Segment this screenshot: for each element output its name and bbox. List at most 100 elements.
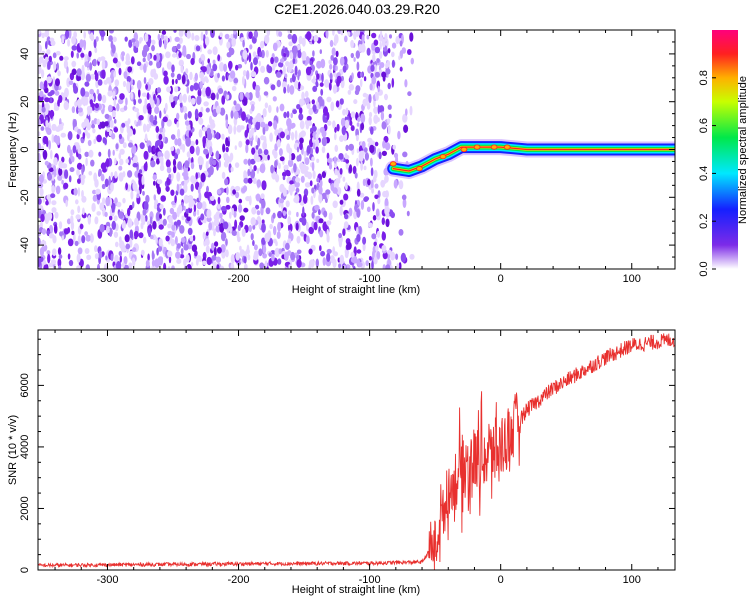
heatmap-cell [252,240,255,246]
heatmap-cell [100,162,107,170]
heatmap-cell [212,59,216,65]
heatmap-cell [296,211,299,218]
heatmap-cell [268,252,273,257]
heatmap-cell [389,34,392,39]
heatmap-cell [360,122,365,131]
heatmap-cell [165,51,171,59]
heatmap-cell [111,44,116,54]
heatmap-cell [260,193,265,200]
heatmap-cell [332,246,336,256]
heatmap-cell [384,93,388,101]
heatmap-cell [198,117,204,125]
heatmap-cell [253,152,258,162]
heatmap-cell [76,52,79,59]
heatmap-cell [159,203,164,210]
heatmap-cell [205,30,208,36]
heatmap-cell [168,256,172,264]
top-y-tick-label: -40 [19,237,31,253]
heatmap-cell [305,97,310,104]
heatmap-cell [67,144,71,154]
heatmap-cell [407,49,412,55]
heatmap-cell [92,128,96,134]
heatmap-cell [138,232,144,239]
bottom-y-tick-label: 4000 [19,435,31,459]
heatmap-cell [70,50,74,58]
heatmap-cell [58,265,62,269]
heatmap-cell [259,51,263,58]
heatmap-cell [278,61,284,68]
heatmap-cell [215,131,220,140]
heatmap-cell [153,54,157,61]
heatmap-cell [264,260,268,268]
heatmap-cell [238,140,243,148]
heatmap-cell [253,165,257,172]
heatmap-cell [168,173,172,180]
heatmap-cell [328,178,332,184]
heatmap-cell [326,152,330,160]
heatmap-cell [339,168,343,175]
heatmap-cell [170,189,175,196]
heatmap-cell [168,215,173,224]
heatmap-cell [375,245,379,252]
heatmap-cell [312,104,317,113]
heatmap-cell [85,264,90,269]
heatmap-cell [118,251,123,256]
colorbar-tick-label: 0.0 [698,261,710,276]
heatmap-cell [171,46,177,53]
heatmap-cell [56,135,61,146]
heatmap-cell [349,120,353,126]
top-x-axis-label: Height of straight line (km) [292,284,420,296]
heatmap-cell [325,189,331,195]
heatmap-cell [144,98,148,107]
heatmap-cell [239,91,244,101]
heatmap-cell [201,87,207,97]
heatmap-cell [350,125,355,132]
heatmap-cell [320,88,324,96]
heatmap-cell [185,254,190,263]
heatmap-cell [323,210,328,218]
heatmap-cell [218,88,224,94]
heatmap-cell [186,124,191,131]
signal-peak [439,154,447,160]
heatmap-cell [127,156,131,166]
heatmap-cell [264,102,269,109]
heatmap-cell [359,192,365,198]
heatmap-cell [72,233,76,243]
heatmap-cell [66,218,71,225]
colorbar-ticks: 0.0 0.2 0.4 0.6 0.8 [698,70,716,277]
heatmap-cell [318,193,323,203]
heatmap-cell [242,185,248,193]
heatmap-cell [98,151,102,157]
heatmap-cell [196,255,202,262]
heatmap-cell [80,138,85,144]
heatmap-cell [370,64,375,72]
heatmap-cell [322,221,328,232]
heatmap-cell [256,179,262,188]
heatmap-cell [169,36,172,43]
heatmap-cell [356,148,360,154]
heatmap-cell [166,119,172,127]
heatmap-cell [230,110,234,119]
heatmap-cell [119,158,124,166]
heatmap-cell [183,175,189,181]
heatmap-cell [178,204,183,214]
heatmap-cell [173,30,177,33]
heatmap-cell [147,106,152,116]
heatmap-cell [316,177,320,183]
heatmap-cell [288,229,292,238]
heatmap-cell [183,244,189,251]
colorbar-tick-label: 0.4 [698,166,710,181]
heatmap-cell [186,151,191,158]
heatmap-cell [321,146,326,154]
heatmap-cell [200,106,204,114]
heatmap-cell [67,253,71,260]
snr-line [38,333,675,570]
heatmap-cell [232,189,237,195]
heatmap-cell [304,90,309,98]
heatmap-cell [272,96,277,102]
heatmap-cell [294,130,298,141]
heatmap-cell [255,204,260,210]
heatmap-cell [399,40,403,47]
heatmap-cell [155,236,158,245]
heatmap-cell [248,123,252,130]
